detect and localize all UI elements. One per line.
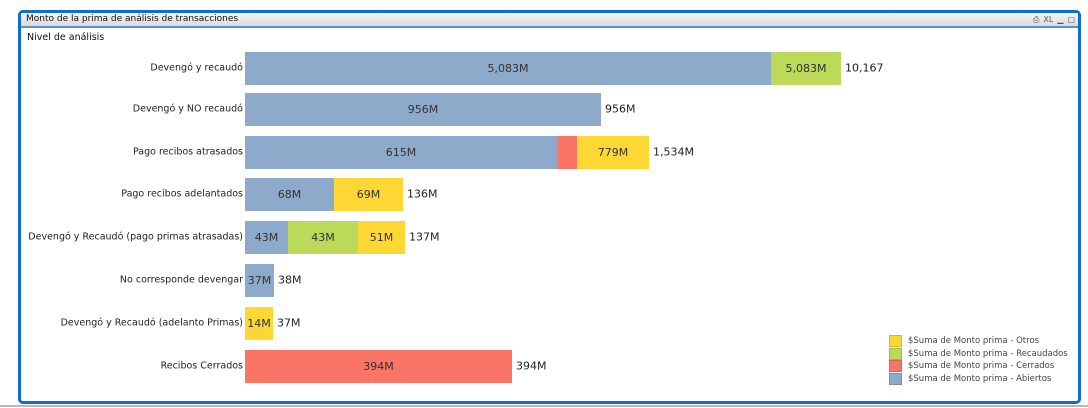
bar-segment-cerrados[interactable]: 394M [245,350,512,383]
total-label: 1,534M [653,145,694,159]
legend-swatch [889,372,902,385]
bar-segment-abiertos[interactable]: 5,083M [245,52,771,85]
category-label: Pago recibos adelantados [121,188,243,200]
maximize-icon[interactable]: ▢ [1067,15,1075,24]
category-label: Devengó y Recaudó (adelanto Primas) [60,317,243,329]
total-label: 38M [278,273,302,287]
category-label: Devengó y Recaudó (pago primas atrasadas… [28,231,243,243]
legend-item: $Suma de Monto prima - Abiertos [889,372,1068,386]
total-label: 136M [407,187,438,201]
bar-segment-otros[interactable]: 51M [358,221,405,254]
legend-label: $Suma de Monto prima - Otros [908,336,1040,347]
bar-segment-abiertos[interactable]: 956M [245,93,601,126]
total-label: 956M [605,102,636,116]
bar-segment-abiertos[interactable]: 37M [245,264,274,297]
category-label: Pago recibos atrasados [132,146,243,158]
dimension-label: Nivel de análisis [27,32,105,43]
legend-label: $Suma de Monto prima - Recaudados [908,348,1068,359]
legend-swatch [889,347,902,360]
total-label: 10,167 [845,61,884,75]
bar-segment-otros[interactable]: 779M [577,136,649,169]
bar-segment-otros[interactable]: 69M [334,178,403,211]
bar-segment-recaudados[interactable]: 5,083M [771,52,841,85]
bar-segment-abiertos[interactable]: 43M [245,221,288,254]
excel-icon[interactable]: XL [1043,15,1054,24]
category-label: Devengó y NO recaudó [132,103,243,115]
category-label: Recibos Cerrados [160,360,243,372]
total-label: 394M [516,359,547,373]
total-label: 37M [277,316,301,330]
legend: $Suma de Monto prima - Otros $Suma de Mon… [889,335,1068,385]
bar-segment-abiertos[interactable]: 615M [245,136,557,169]
total-label: 137M [409,230,440,244]
divider [0,405,1088,407]
category-label: Devengó y recaudó [150,62,243,74]
bar-segment-recaudados[interactable]: 43M [288,221,358,254]
legend-item: $Suma de Monto prima - Recaudados [889,347,1068,361]
legend-swatch [889,335,902,348]
category-label: No corresponde devengar [119,274,243,286]
minimize-icon[interactable]: ▁ [1057,15,1064,24]
bar-segment-cerrados[interactable] [557,136,577,169]
bar-segment-abiertos[interactable]: 68M [245,178,334,211]
bar-segment-otros[interactable]: 14M [245,307,273,340]
window-titlebar: Monto de la prima de análisis de transac… [21,13,1078,28]
legend-swatch [889,360,902,373]
legend-item: $Suma de Monto prima - Otros [889,335,1068,348]
legend-item: $Suma de Monto prima - Cerrados [889,360,1068,373]
legend-label: $Suma de Monto prima - Abiertos [908,373,1052,384]
window-title: Monto de la prima de análisis de transac… [26,14,239,24]
print-icon[interactable]: ⎙ [1032,15,1040,24]
legend-label: $Suma de Monto prima - Cerrados [908,361,1055,372]
